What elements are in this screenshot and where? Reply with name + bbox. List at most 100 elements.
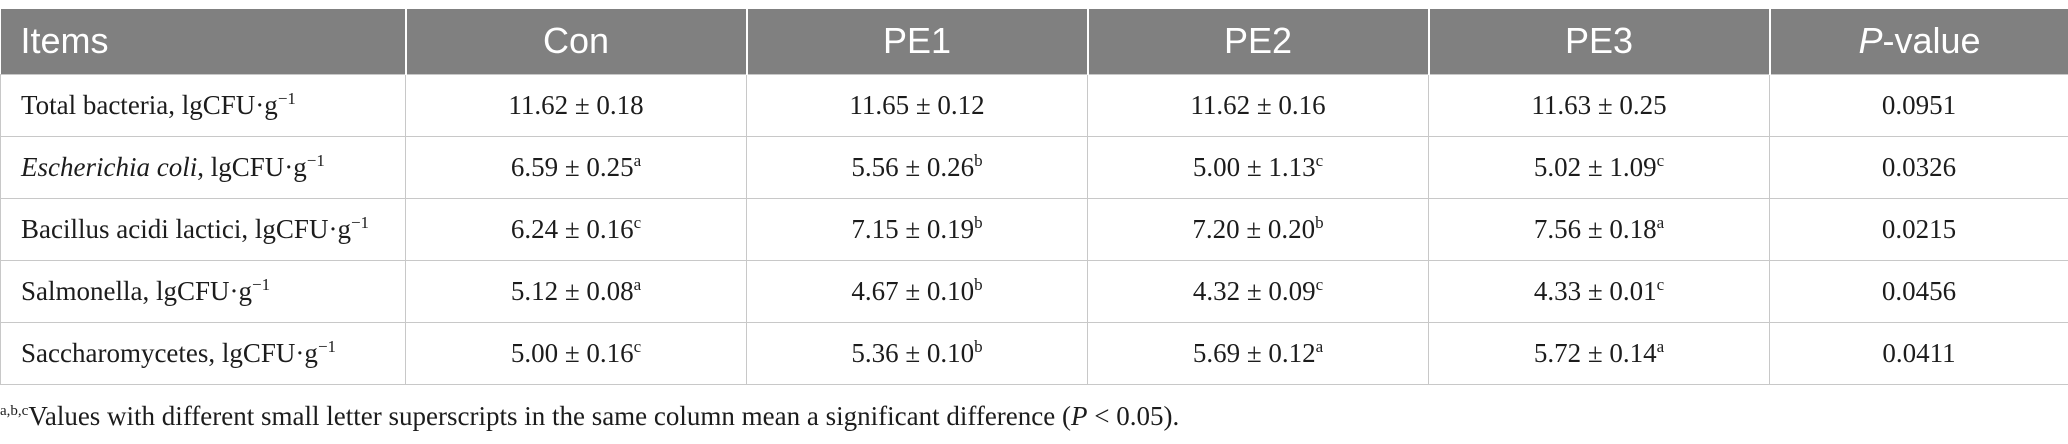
- significance-letter: a: [1656, 336, 1665, 356]
- significance-letter: a: [633, 274, 642, 294]
- mean-sd-value: 5.12 ± 0.08: [510, 275, 634, 306]
- header-row: Items Con PE1 PE2 PE3 P-value: [0, 9, 2068, 74]
- value-cell-pe2: 5.00 ± 1.13c: [1087, 135, 1429, 198]
- value-cell-con: 11.62 ± 0.18: [405, 73, 747, 136]
- value-cell-pe1: 11.65 ± 0.12: [746, 73, 1088, 136]
- mean-sd-value: 11.63 ± 0.25: [1531, 89, 1667, 120]
- item-unit-exponent: −1: [252, 274, 271, 294]
- significance-letter: b: [974, 336, 983, 356]
- mean-sd-value: 6.59 ± 0.25: [510, 151, 634, 182]
- mean-sd-value: 4.33 ± 0.01: [1533, 275, 1657, 306]
- mean-sd-value: 7.56 ± 0.18: [1533, 213, 1657, 244]
- mean-sd-value: 4.32 ± 0.09: [1192, 275, 1316, 306]
- table-row: Escherichia coli, lgCFU·g−1 6.59 ± 0.25a 5…: [0, 135, 2068, 198]
- significance-letter: c: [1656, 274, 1665, 294]
- footnote-text: Values with different small letter super…: [28, 401, 1071, 431]
- mean-sd-value: 5.56 ± 0.26: [851, 151, 975, 182]
- item-cell-bacillus-acidi-lactici: Bacillus acidi lactici, lgCFU·g−1: [0, 197, 406, 260]
- value-cell-pe3: 5.72 ± 0.14a: [1428, 321, 1770, 385]
- p-value-cell: 0.0951: [1769, 73, 2068, 136]
- item-unit-exponent: −1: [277, 88, 296, 108]
- mean-sd-value: 5.69 ± 0.12: [1192, 337, 1316, 368]
- significance-letter: b: [974, 212, 983, 232]
- value-cell-con: 6.59 ± 0.25a: [405, 135, 747, 198]
- value-cell-pe1: 5.36 ± 0.10b: [746, 321, 1088, 385]
- significance-letter: c: [1315, 274, 1324, 294]
- value-cell-pe2: 7.20 ± 0.20b: [1087, 197, 1429, 260]
- significance-letter: a: [633, 150, 642, 170]
- item-unit: , lgCFU·g: [168, 89, 278, 120]
- value-cell-con: 6.24 ± 0.16c: [405, 197, 747, 260]
- table-row: Bacillus acidi lactici, lgCFU·g−1 6.24 ± …: [0, 197, 2068, 260]
- value-cell-pe1: 5.56 ± 0.26b: [746, 135, 1088, 198]
- significance-letter: b: [974, 150, 983, 170]
- mean-sd-value: 5.00 ± 1.13: [1192, 151, 1316, 182]
- significance-letter: c: [633, 212, 642, 232]
- item-unit: , lgCFU·g: [142, 275, 253, 306]
- item-cell-saccharomycetes: Saccharomycetes, lgCFU·g−1: [0, 321, 406, 385]
- table-body: Total bacteria, lgCFU·g−1 11.62 ± 0.18 11.…: [0, 73, 2068, 385]
- p-symbol: P: [1858, 20, 1883, 62]
- footnote-tail: < 0.05).: [1087, 401, 1180, 431]
- item-cell-escherichia-coli: Escherichia coli, lgCFU·g−1: [0, 135, 406, 198]
- item-unit-exponent: −1: [306, 150, 325, 170]
- item-unit: , lgCFU·g: [241, 213, 351, 244]
- significance-letter: a: [1315, 336, 1324, 356]
- value-cell-pe2: 4.32 ± 0.09c: [1087, 259, 1429, 322]
- p-value-cell: 0.0411: [1769, 321, 2068, 385]
- significance-letter: a: [1656, 212, 1665, 232]
- value-cell-pe3: 4.33 ± 0.01c: [1428, 259, 1770, 322]
- significance-letter: c: [633, 336, 642, 356]
- header-p-value: P-value: [1768, 9, 2068, 74]
- mean-sd-value: 5.36 ± 0.10: [851, 337, 975, 368]
- table-header: Items Con PE1 PE2 PE3 P-value: [0, 9, 2068, 74]
- value-cell-pe3: 11.63 ± 0.25: [1428, 73, 1770, 136]
- item-unit: , lgCFU·g: [197, 151, 307, 182]
- significance-letter: c: [1315, 150, 1324, 170]
- p-value-suffix: -value: [1882, 20, 1981, 62]
- item-unit: , lgCFU·g: [208, 337, 318, 368]
- mean-sd-value: 4.67 ± 0.10: [851, 275, 975, 306]
- mean-sd-value: 7.15 ± 0.19: [851, 213, 975, 244]
- item-unit-exponent: −1: [350, 212, 370, 232]
- value-cell-pe3: 5.02 ± 1.09c: [1428, 135, 1770, 198]
- mean-sd-value: 11.62 ± 0.18: [508, 89, 644, 120]
- mean-sd-value: 11.62 ± 0.16: [1190, 89, 1326, 120]
- mean-sd-value: 5.02 ± 1.09: [1533, 151, 1657, 182]
- item-cell-salmonella: Salmonella, lgCFU·g−1: [0, 259, 406, 322]
- value-cell-pe2: 5.69 ± 0.12a: [1087, 321, 1429, 385]
- value-cell-con: 5.00 ± 0.16c: [405, 321, 747, 385]
- header-con: Con: [404, 9, 747, 74]
- mean-sd-value: 6.24 ± 0.16: [510, 213, 634, 244]
- item-name: Saccharomycetes: [21, 337, 209, 368]
- value-cell-pe2: 11.62 ± 0.16: [1087, 73, 1429, 136]
- mean-sd-value: 7.20 ± 0.20: [1192, 213, 1316, 244]
- item-name: Total bacteria: [21, 89, 169, 120]
- mean-sd-value: 5.72 ± 0.14: [1533, 337, 1657, 368]
- item-cell-total-bacteria: Total bacteria, lgCFU·g−1: [0, 73, 406, 136]
- significance-letter: b: [974, 274, 983, 294]
- header-items: Items: [0, 9, 406, 74]
- mean-sd-value: 5.00 ± 0.16: [510, 337, 634, 368]
- significance-letter: c: [1656, 150, 1665, 170]
- item-unit-exponent: −1: [317, 336, 337, 356]
- header-pe3: PE3: [1427, 9, 1770, 74]
- results-table: Items Con PE1 PE2 PE3 P-value Total bact…: [0, 9, 2068, 385]
- table-row: Saccharomycetes, lgCFU·g−1 5.00 ± 0.16c 5.…: [0, 321, 2068, 385]
- value-cell-pe3: 7.56 ± 0.18a: [1428, 197, 1770, 260]
- mean-sd-value: 11.65 ± 0.12: [849, 89, 985, 120]
- header-pe2: PE2: [1086, 9, 1429, 74]
- item-name: Escherichia coli: [21, 151, 198, 182]
- significance-letter: b: [1315, 212, 1324, 232]
- item-name: Bacillus acidi lactici: [21, 213, 242, 244]
- table-row: Salmonella, lgCFU·g−1 5.12 ± 0.08a 4.67 ± …: [0, 259, 2068, 322]
- item-name: Salmonella: [21, 275, 143, 306]
- p-value-cell: 0.0326: [1769, 135, 2068, 198]
- footnote-superscript: a,b,c: [0, 403, 29, 419]
- value-cell-pe1: 4.67 ± 0.10b: [746, 259, 1088, 322]
- footnote-p-symbol: P: [1071, 401, 1088, 431]
- value-cell-pe1: 7.15 ± 0.19b: [746, 197, 1088, 260]
- p-value-cell: 0.0456: [1769, 259, 2068, 322]
- footnote: a,b,cValues with different small letter …: [0, 401, 1179, 432]
- header-pe1: PE1: [745, 9, 1088, 74]
